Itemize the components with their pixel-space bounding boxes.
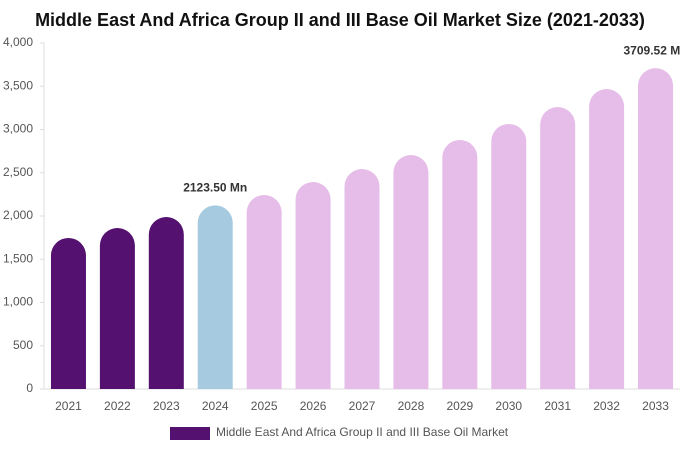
- bar: [442, 139, 478, 389]
- y-tick-label: 2,000: [3, 208, 33, 222]
- x-tick-label: 2030: [495, 399, 522, 413]
- bar: [491, 123, 527, 390]
- bar: [197, 205, 233, 389]
- x-tick-label: 2021: [55, 399, 82, 413]
- x-tick-label: 2027: [349, 399, 376, 413]
- value-label: 3709.52 Mn: [624, 43, 680, 57]
- bar: [638, 68, 674, 389]
- x-tick-label: 2028: [398, 399, 425, 413]
- y-tick-label: 4,000: [3, 35, 33, 49]
- x-tick-label: 2032: [593, 399, 620, 413]
- y-tick-label: 2,500: [3, 165, 33, 179]
- value-label: 2123.50 Mn: [183, 180, 247, 194]
- x-tick-label: 2022: [104, 399, 131, 413]
- y-tick-label: 1,500: [3, 251, 33, 265]
- bar: [295, 182, 331, 389]
- y-tick-label: 500: [13, 338, 33, 352]
- bar: [148, 217, 184, 389]
- bar: [246, 194, 282, 389]
- x-tick-label: 2033: [642, 399, 669, 413]
- y-tick-label: 3,500: [3, 78, 33, 92]
- bar: [589, 89, 625, 389]
- bar: [50, 237, 86, 389]
- legend-label: Middle East And Africa Group II and III …: [216, 425, 509, 439]
- bar: [540, 107, 576, 389]
- x-tick-label: 2025: [251, 399, 278, 413]
- legend-swatch: [170, 427, 210, 440]
- x-tick-label: 2031: [544, 399, 571, 413]
- bar: [344, 169, 380, 389]
- x-tick-label: 2026: [300, 399, 327, 413]
- bar: [99, 228, 135, 389]
- x-tick-label: 2029: [446, 399, 473, 413]
- x-tick-label: 2024: [202, 399, 229, 413]
- y-tick-label: 0: [26, 381, 33, 395]
- bar: [393, 155, 429, 389]
- x-tick-label: 2023: [153, 399, 180, 413]
- chart-title: Middle East And Africa Group II and III …: [35, 10, 645, 30]
- y-tick-label: 3,000: [3, 122, 33, 136]
- y-tick-label: 1,000: [3, 295, 33, 309]
